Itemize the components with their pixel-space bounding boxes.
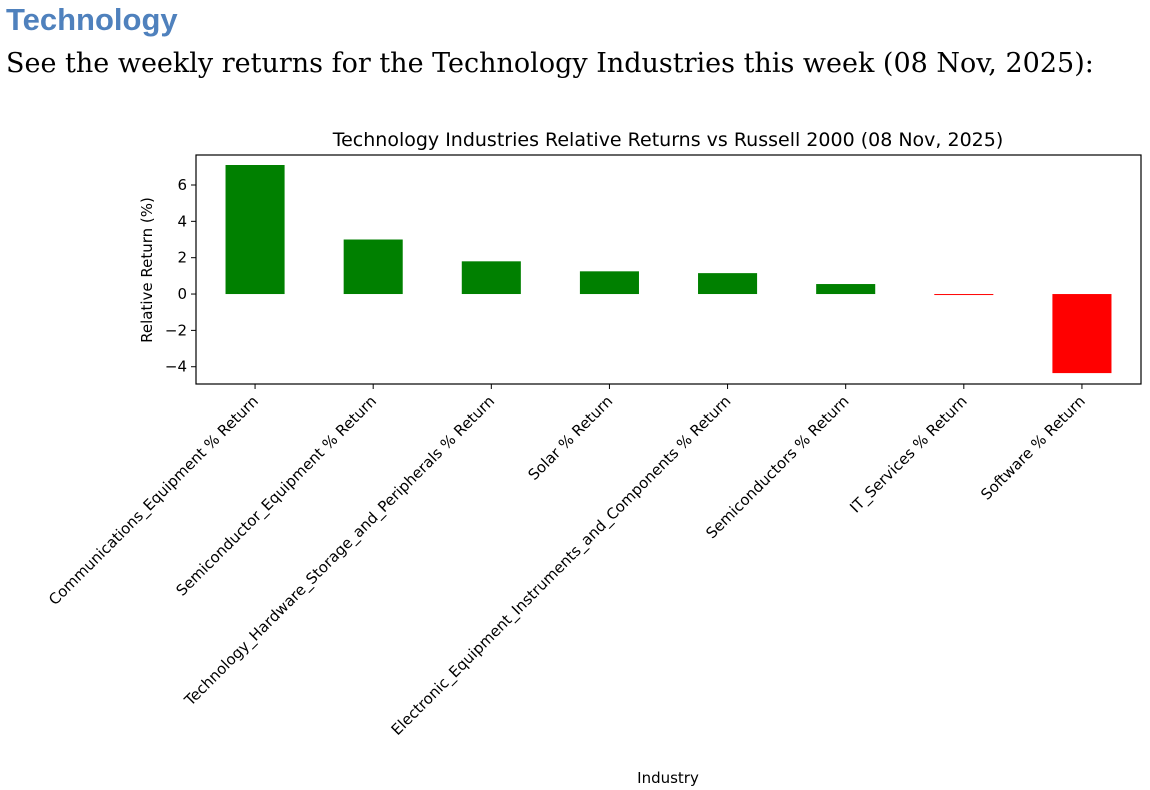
y-tick-label: −2 bbox=[165, 321, 187, 339]
bar bbox=[1052, 294, 1112, 374]
bar bbox=[816, 284, 876, 295]
bar bbox=[579, 271, 639, 295]
bar bbox=[343, 239, 403, 295]
chart-title: Technology Industries Relative Returns v… bbox=[332, 129, 1004, 151]
bar bbox=[461, 261, 521, 295]
x-tick-label: Semiconductors % Return bbox=[702, 392, 852, 542]
x-tick-label: Software % Return bbox=[977, 392, 1089, 504]
plot-frame bbox=[195, 154, 1142, 385]
x-ticks-group: Communications_Equipment % ReturnSemicon… bbox=[45, 384, 1089, 740]
y-tick-label: 6 bbox=[177, 176, 187, 194]
y-axis-label: Relative Return (%) bbox=[138, 197, 156, 343]
bar bbox=[934, 294, 994, 296]
intro-text: See the weekly returns for the Technolog… bbox=[6, 48, 1094, 79]
x-tick-label: IT_Services % Return bbox=[846, 392, 971, 517]
y-ticks-group: −4 −2 0 2 4 6 bbox=[165, 176, 196, 376]
x-tick-label: Solar % Return bbox=[524, 392, 616, 484]
section-heading: Technology bbox=[6, 2, 178, 37]
y-tick-label: 4 bbox=[177, 212, 187, 230]
bars-group bbox=[225, 165, 1112, 374]
y-tick-label: 2 bbox=[177, 249, 187, 267]
y-tick-label: −4 bbox=[165, 358, 187, 376]
x-axis-label: Industry bbox=[637, 769, 699, 787]
x-tick-label: Communications_Equipment % Return bbox=[45, 392, 262, 609]
bar bbox=[225, 165, 285, 295]
y-tick-label: 0 bbox=[177, 285, 187, 303]
bar bbox=[698, 273, 758, 295]
x-tick-label: Semiconductor_Equipment % Return bbox=[173, 392, 381, 600]
